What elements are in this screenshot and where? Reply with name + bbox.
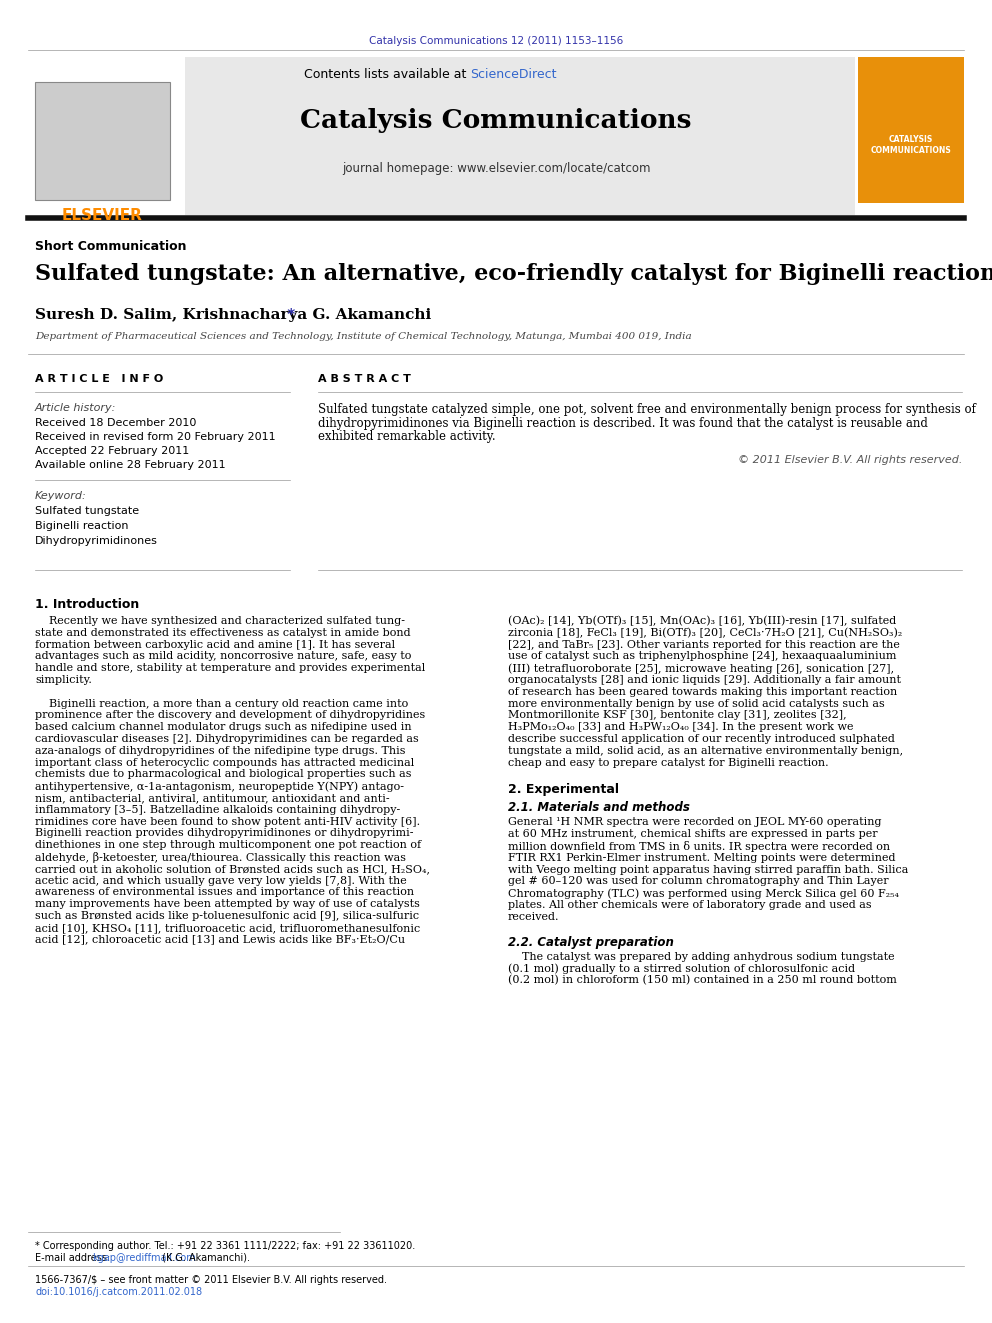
- Text: The catalyst was prepared by adding anhydrous sodium tungstate: The catalyst was prepared by adding anhy…: [508, 951, 895, 962]
- Text: Recently we have synthesized and characterized sulfated tung-: Recently we have synthesized and charact…: [35, 617, 405, 626]
- Text: many improvements have been attempted by way of use of catalysts: many improvements have been attempted by…: [35, 900, 420, 909]
- Text: Sulfated tungstate: Sulfated tungstate: [35, 505, 139, 516]
- Text: formation between carboxylic acid and amine [1]. It has several: formation between carboxylic acid and am…: [35, 639, 395, 650]
- Text: (OAc)₂ [14], Yb(OTf)₃ [15], Mn(OAc)₃ [16], Yb(III)-resin [17], sulfated: (OAc)₂ [14], Yb(OTf)₃ [15], Mn(OAc)₃ [16…: [508, 617, 896, 626]
- Text: A R T I C L E   I N F O: A R T I C L E I N F O: [35, 374, 164, 384]
- Text: Contents lists available at: Contents lists available at: [304, 67, 470, 81]
- Bar: [28, 57, 185, 216]
- Text: Sulfated tungstate: An alternative, eco-friendly catalyst for Biginelli reaction: Sulfated tungstate: An alternative, eco-…: [35, 263, 992, 284]
- Text: General ¹H NMR spectra were recorded on JEOL MY-60 operating: General ¹H NMR spectra were recorded on …: [508, 818, 882, 827]
- Text: FTIR RX1 Perkin-Elmer instrument. Melting points were determined: FTIR RX1 Perkin-Elmer instrument. Meltin…: [508, 853, 896, 863]
- Text: simplicity.: simplicity.: [35, 675, 92, 685]
- Text: 1566-7367/$ – see front matter © 2011 Elsevier B.V. All rights reserved.: 1566-7367/$ – see front matter © 2011 El…: [35, 1275, 387, 1285]
- Text: Short Communication: Short Communication: [35, 239, 186, 253]
- Text: carried out in akoholic solution of Brønsted acids such as HCl, H₂SO₄,: carried out in akoholic solution of Brøn…: [35, 864, 430, 873]
- Text: Article history:: Article history:: [35, 404, 116, 413]
- Text: E-mail address:: E-mail address:: [35, 1253, 113, 1263]
- Text: (0.2 mol) in chloroform (150 ml) contained in a 250 ml round bottom: (0.2 mol) in chloroform (150 ml) contain…: [508, 975, 897, 986]
- Bar: [185, 57, 855, 216]
- Text: use of catalyst such as triphenylphosphine [24], hexaaquaaluminium: use of catalyst such as triphenylphosphi…: [508, 651, 897, 662]
- Text: chemists due to pharmacological and biological properties such as: chemists due to pharmacological and biol…: [35, 770, 412, 779]
- Text: Received in revised form 20 February 2011: Received in revised form 20 February 201…: [35, 433, 276, 442]
- Text: cheap and easy to prepare catalyst for Biginelli reaction.: cheap and easy to prepare catalyst for B…: [508, 758, 828, 767]
- Text: inflammatory [3–5]. Batzelladine alkaloids containing dihydropy-: inflammatory [3–5]. Batzelladine alkaloi…: [35, 804, 400, 815]
- Text: kgap@rediffmail.com: kgap@rediffmail.com: [92, 1253, 195, 1263]
- Text: based calcium channel modulator drugs such as nifedipine used in: based calcium channel modulator drugs su…: [35, 722, 412, 732]
- Text: at 60 MHz instrument, chemical shifts are expressed in parts per: at 60 MHz instrument, chemical shifts ar…: [508, 830, 878, 839]
- Text: plates. All other chemicals were of laboratory grade and used as: plates. All other chemicals were of labo…: [508, 900, 872, 910]
- Text: organocatalysts [28] and ionic liquids [29]. Additionally a fair amount: organocatalysts [28] and ionic liquids […: [508, 675, 901, 685]
- Text: Suresh D. Salim, Krishnacharya G. Akamanchi: Suresh D. Salim, Krishnacharya G. Akaman…: [35, 308, 432, 321]
- Text: 2.2. Catalyst preparation: 2.2. Catalyst preparation: [508, 935, 674, 949]
- Text: acid [10], KHSO₄ [11], trifluoroacetic acid, trifluoromethanesulfonic: acid [10], KHSO₄ [11], trifluoroacetic a…: [35, 923, 421, 933]
- Text: Biginelli reaction: Biginelli reaction: [35, 521, 129, 531]
- Text: (K.G. Akamanchi).: (K.G. Akamanchi).: [160, 1253, 250, 1263]
- Text: important class of heterocyclic compounds has attracted medicinal: important class of heterocyclic compound…: [35, 758, 415, 767]
- Text: awareness of environmental issues and importance of this reaction: awareness of environmental issues and im…: [35, 888, 414, 897]
- Text: journal homepage: www.elsevier.com/locate/catcom: journal homepage: www.elsevier.com/locat…: [342, 161, 650, 175]
- Text: 2. Experimental: 2. Experimental: [508, 783, 619, 796]
- Text: doi:10.1016/j.catcom.2011.02.018: doi:10.1016/j.catcom.2011.02.018: [35, 1287, 202, 1297]
- Text: *: *: [283, 308, 296, 323]
- Text: (III) tetrafluoroborate [25], microwave heating [26], sonication [27],: (III) tetrafluoroborate [25], microwave …: [508, 663, 894, 673]
- Text: antihypertensive, α-1a-antagonism, neuropeptide Y(NPY) antago-: antihypertensive, α-1a-antagonism, neuro…: [35, 781, 404, 791]
- Text: © 2011 Elsevier B.V. All rights reserved.: © 2011 Elsevier B.V. All rights reserved…: [738, 455, 962, 464]
- Text: 2.1. Materials and methods: 2.1. Materials and methods: [508, 802, 689, 815]
- Text: nism, antibacterial, antiviral, antitumour, antioxidant and anti-: nism, antibacterial, antiviral, antitumo…: [35, 792, 390, 803]
- Text: (0.1 mol) gradually to a stirred solution of chlorosulfonic acid: (0.1 mol) gradually to a stirred solutio…: [508, 963, 855, 974]
- Text: such as Brønsted acids like p-toluenesulfonic acid [9], silica-sulfuric: such as Brønsted acids like p-toluenesul…: [35, 912, 420, 921]
- Text: CATALYSIS
COMMUNICATIONS: CATALYSIS COMMUNICATIONS: [871, 135, 951, 155]
- Text: Catalysis Communications 12 (2011) 1153–1156: Catalysis Communications 12 (2011) 1153–…: [369, 36, 623, 46]
- Text: of research has been geared towards making this important reaction: of research has been geared towards maki…: [508, 687, 897, 697]
- Text: Available online 28 February 2011: Available online 28 February 2011: [35, 460, 225, 470]
- Text: H₃PMo₁₂O₄₀ [33] and H₃PW₁₂O₄₀ [34]. In the present work we: H₃PMo₁₂O₄₀ [33] and H₃PW₁₂O₄₀ [34]. In t…: [508, 722, 853, 732]
- Text: A B S T R A C T: A B S T R A C T: [318, 374, 411, 384]
- Text: gel # 60–120 was used for column chromatography and Thin Layer: gel # 60–120 was used for column chromat…: [508, 876, 889, 886]
- Text: aza-analogs of dihydropyridines of the nifedipine type drugs. This: aza-analogs of dihydropyridines of the n…: [35, 746, 406, 755]
- Text: describe successful application of our recently introduced sulphated: describe successful application of our r…: [508, 734, 895, 744]
- Text: prominence after the discovery and development of dihydropyridines: prominence after the discovery and devel…: [35, 710, 426, 721]
- Text: million downfield from TMS in δ units. IR spectra were recorded on: million downfield from TMS in δ units. I…: [508, 841, 890, 852]
- Text: cardiovascular diseases [2]. Dihydropyrimidines can be regarded as: cardiovascular diseases [2]. Dihydropyri…: [35, 734, 419, 744]
- Bar: [858, 202, 964, 216]
- Text: Department of Pharmaceutical Sciences and Technology, Institute of Chemical Tech: Department of Pharmaceutical Sciences an…: [35, 332, 691, 341]
- Text: aldehyde, β-ketoester, urea/thiourea. Classically this reaction was: aldehyde, β-ketoester, urea/thiourea. Cl…: [35, 852, 406, 863]
- Text: received.: received.: [508, 912, 559, 922]
- Text: exhibited remarkable activity.: exhibited remarkable activity.: [318, 430, 496, 443]
- Text: zirconia [18], FeCl₃ [19], Bi(OTf)₃ [20], CeCl₃·7H₂O [21], Cu(NH₂SO₃)₂: zirconia [18], FeCl₃ [19], Bi(OTf)₃ [20]…: [508, 628, 903, 638]
- Text: Biginelli reaction, a more than a century old reaction came into: Biginelli reaction, a more than a centur…: [35, 699, 409, 709]
- Text: ScienceDirect: ScienceDirect: [470, 67, 557, 81]
- Text: dinethiones in one step through multicomponent one pot reaction of: dinethiones in one step through multicom…: [35, 840, 422, 851]
- Text: handle and store, stability at temperature and provides experimental: handle and store, stability at temperatu…: [35, 663, 426, 673]
- Text: Dihydropyrimidinones: Dihydropyrimidinones: [35, 536, 158, 546]
- Text: 1. Introduction: 1. Introduction: [35, 598, 139, 611]
- Text: dihydropyrimidinones via Biginelli reaction is described. It was found that the : dihydropyrimidinones via Biginelli react…: [318, 417, 928, 430]
- Text: Received 18 December 2010: Received 18 December 2010: [35, 418, 196, 429]
- Text: advantages such as mild acidity, noncorrosive nature, safe, easy to: advantages such as mild acidity, noncorr…: [35, 651, 412, 662]
- Text: state and demonstrated its effectiveness as catalyst in amide bond: state and demonstrated its effectiveness…: [35, 628, 411, 638]
- Text: acetic acid, and which usually gave very low yields [7,8]. With the: acetic acid, and which usually gave very…: [35, 876, 407, 885]
- Text: rimidines core have been found to show potent anti-HIV activity [6].: rimidines core have been found to show p…: [35, 816, 421, 827]
- Text: [22], and TaBr₅ [23]. Other variants reported for this reaction are the: [22], and TaBr₅ [23]. Other variants rep…: [508, 639, 900, 650]
- Text: Chromatography (TLC) was performed using Merck Silica gel 60 F₂₅₄: Chromatography (TLC) was performed using…: [508, 888, 899, 898]
- Text: Catalysis Communications: Catalysis Communications: [301, 108, 691, 134]
- Text: Montmorillonite KSF [30], bentonite clay [31], zeolites [32],: Montmorillonite KSF [30], bentonite clay…: [508, 710, 846, 721]
- Text: Accepted 22 February 2011: Accepted 22 February 2011: [35, 446, 189, 456]
- Text: with Veego melting point apparatus having stirred paraffin bath. Silica: with Veego melting point apparatus havin…: [508, 865, 909, 875]
- Text: more environmentally benign by use of solid acid catalysts such as: more environmentally benign by use of so…: [508, 699, 885, 709]
- Text: tungstate a mild, solid acid, as an alternative environmentally benign,: tungstate a mild, solid acid, as an alte…: [508, 746, 903, 755]
- Text: Keyword:: Keyword:: [35, 491, 86, 501]
- Text: * Corresponding author. Tel.: +91 22 3361 1111/2222; fax: +91 22 33611020.: * Corresponding author. Tel.: +91 22 336…: [35, 1241, 416, 1252]
- Bar: [35, 82, 170, 200]
- Text: Sulfated tungstate catalyzed simple, one pot, solvent free and environmentally b: Sulfated tungstate catalyzed simple, one…: [318, 404, 976, 415]
- Text: acid [12], chloroacetic acid [13] and Lewis acids like BF₃·Et₂O/Cu: acid [12], chloroacetic acid [13] and Le…: [35, 934, 405, 945]
- Bar: [858, 57, 964, 216]
- Text: Biginelli reaction provides dihydropyrimidinones or dihydropyrimi-: Biginelli reaction provides dihydropyrim…: [35, 828, 414, 839]
- Text: ELSEVIER: ELSEVIER: [62, 208, 143, 224]
